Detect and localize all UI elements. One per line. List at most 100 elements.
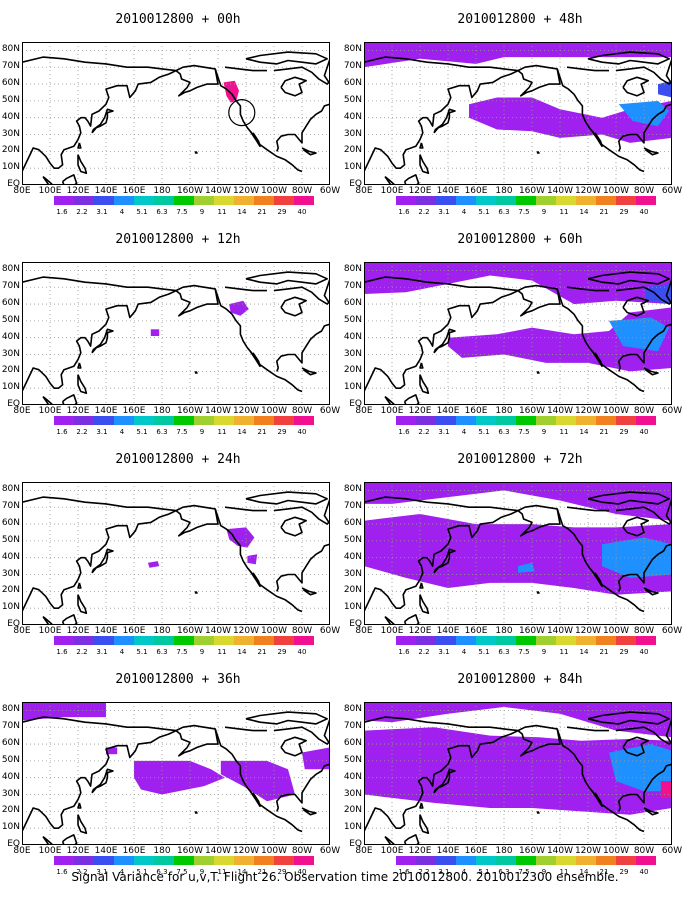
colorbar-swatch: [94, 856, 114, 865]
lon-tick-label: 160E: [464, 406, 488, 416]
colorbar-swatch: [416, 636, 436, 645]
colorbar-label: 9: [541, 868, 547, 876]
lon-tick-label: 160E: [122, 846, 146, 856]
colorbar-swatch: [134, 416, 154, 425]
coastline: [249, 130, 261, 148]
colorbar-swatch: [194, 196, 214, 205]
coastline: [587, 271, 671, 285]
colorbar-swatch: [234, 636, 254, 645]
colorbar-swatch: [214, 856, 234, 865]
panel-title: 2010012800 + 36h: [115, 672, 241, 687]
lon-tick-label: 100E: [380, 846, 404, 856]
colorbar-label: 6.3: [498, 428, 510, 436]
colorbar-label: 11: [217, 868, 227, 876]
colorbar-label: 2.2: [76, 868, 88, 876]
signal-region: [220, 760, 295, 802]
signal-region: [609, 317, 670, 352]
map-panel: 2010012800 + 72h 80N 70N 60N 50N 40N 30N 20N 10N…: [344, 440, 690, 656]
lon-tick-label: 120E: [408, 626, 432, 636]
colorbar-label: 3.1: [438, 868, 450, 876]
lon-tick-label: 100W: [602, 186, 630, 196]
colorbar-swatch: [516, 636, 536, 645]
lat-tick-label: 80N: [343, 264, 362, 275]
colorbar-label: 4: [119, 428, 125, 436]
coastline: [249, 350, 261, 368]
colorbar-swatch: [174, 196, 194, 205]
colorbar-swatch: [396, 416, 416, 425]
flight-circle-marker: [228, 99, 256, 127]
coastline: [536, 370, 540, 374]
map-frame: [22, 42, 330, 185]
coastline: [280, 516, 308, 537]
lon-tick-label: 160E: [464, 626, 488, 636]
map-canvas: [364, 702, 672, 845]
coastline: [77, 374, 88, 394]
signal-region: [658, 80, 672, 98]
coastline: [175, 64, 219, 97]
colorbar-label: 2.2: [418, 868, 430, 876]
lon-tick-label: 160E: [464, 186, 488, 196]
colorbar-label: 11: [559, 208, 569, 216]
coastline: [301, 367, 317, 376]
coastline: [643, 367, 659, 376]
lon-tick-label: 100W: [602, 406, 630, 416]
colorbar-swatch: [294, 416, 314, 425]
colorbar-label: 9: [541, 428, 547, 436]
colorbar-label: 9: [541, 208, 547, 216]
colorbar-label: 40: [639, 208, 649, 216]
coastline: [643, 587, 659, 596]
colorbar-swatch: [636, 196, 656, 205]
panel-title: 2010012800 + 12h: [115, 232, 241, 247]
lat-tick-label: 70N: [343, 721, 362, 732]
signal-region: [644, 283, 672, 305]
lon-tick-label: 160W: [518, 846, 546, 856]
coastline: [433, 768, 456, 794]
colorbar-label: 14: [579, 868, 589, 876]
colorbar-label: 2.2: [76, 428, 88, 436]
map-panel: 2010012800 + 12h 80N 70N 60N 50N 40N 30N 20N 10N…: [2, 220, 348, 436]
coastline: [276, 543, 330, 592]
colorbar-swatch: [636, 416, 656, 425]
lat-tick-label: 10N: [343, 822, 362, 833]
colorbar-label: 7.5: [176, 648, 188, 656]
colorbar-label: 14: [237, 208, 247, 216]
colorbar-swatch: [114, 856, 134, 865]
lon-tick-label: 140W: [204, 626, 232, 636]
map-frame: [364, 702, 672, 845]
colorbar-swatch: [476, 636, 496, 645]
colorbar-label: 1.6: [398, 868, 410, 876]
lon-tick-label: 140W: [546, 626, 574, 636]
map-panel: 2010012800 + 48h 80N 70N 60N 50N 40N 30N 20N 10N…: [344, 0, 690, 216]
lon-tick-label: 120E: [408, 846, 432, 856]
lon-tick-label: 100W: [602, 626, 630, 636]
colorbar-label: 40: [297, 428, 307, 436]
colorbar-label: 14: [237, 648, 247, 656]
lat-tick-label: 20N: [1, 145, 20, 156]
lon-tick-label: 140W: [204, 186, 232, 196]
colorbar-swatch: [194, 856, 214, 865]
colorbar-label: 6.3: [498, 648, 510, 656]
lon-tick-label: 60W: [661, 406, 683, 416]
colorbar-swatch: [174, 416, 194, 425]
lat-tick-label: 50N: [343, 314, 362, 325]
panel-title: 2010012800 + 48h: [457, 12, 583, 27]
map-panel: 2010012800 + 60h 80N 70N 60N 50N 40N 30N 20N 10N…: [344, 220, 690, 436]
lat-tick-label: EQ: [349, 399, 362, 409]
lon-tick-label: 80E: [355, 846, 373, 856]
coastline: [419, 814, 430, 834]
lon-tick-label: 80W: [291, 406, 313, 416]
colorbar-swatch: [74, 856, 94, 865]
lat-tick-label: 20N: [1, 365, 20, 376]
coastline: [591, 570, 603, 588]
lat-tick-label: 40N: [1, 771, 20, 782]
coastline: [77, 362, 82, 369]
colorbar-label: 5.1: [478, 428, 490, 436]
lat-tick-label: EQ: [7, 619, 20, 629]
coastline: [622, 296, 650, 317]
coastline: [301, 147, 317, 156]
colorbar-swatch: [596, 856, 616, 865]
lat-tick-label: 40N: [1, 551, 20, 562]
colorbar-label: 3.1: [96, 648, 108, 656]
colorbar-label: 1.6: [56, 208, 68, 216]
map-area: [364, 482, 672, 625]
